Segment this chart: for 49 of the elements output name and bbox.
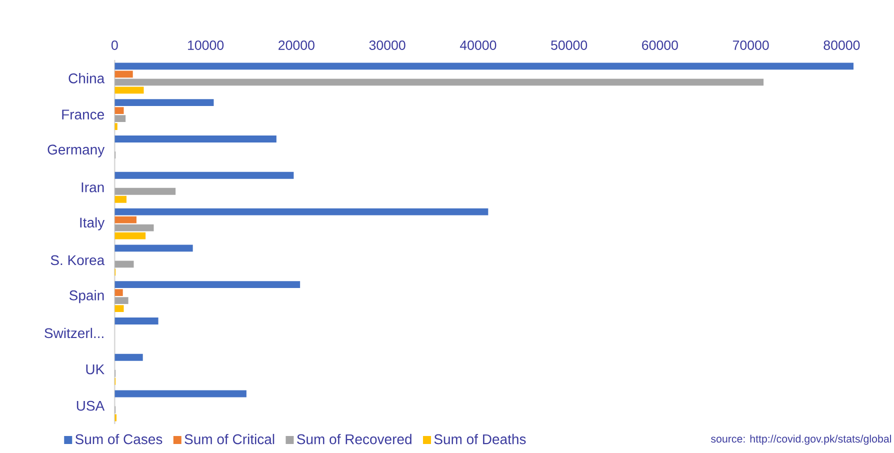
x-tick-label: 20000 [278,40,314,50]
bar [114,318,158,324]
legend-label: Sum of Cases [75,434,162,444]
bar [114,244,193,252]
bar [114,208,488,216]
y-tick-label: Italy [80,217,105,230]
bar [114,305,124,312]
y-tick-label: S. Korea [50,255,105,266]
y-tick-label: Switzerl... [44,328,104,338]
y-tick-label: UK [86,364,104,374]
bar [114,107,124,114]
bar [114,188,176,195]
bar [114,216,136,224]
y-tick-label: Iran [82,182,104,192]
x-tick-label: 40000 [460,40,496,50]
bar [114,62,854,70]
y-tick-label: Spain [69,290,104,304]
x-tick-label: 80000 [824,40,860,50]
bar [114,115,126,122]
y-tick-label: USA [76,400,105,411]
bar [114,354,143,361]
bar [114,297,128,304]
bar [114,86,144,94]
x-tick-label: 70000 [732,40,769,50]
bar [114,281,300,288]
x-tick-label: 30000 [369,40,406,50]
bar [114,289,123,296]
bar [114,123,118,130]
x-tick-label: 60000 [642,40,678,50]
source-note: source: http://covid.gov.pk/stats/global [710,434,892,445]
bar [114,172,294,179]
x-tick-label: 0 [111,40,118,50]
y-tick-label: China [68,73,105,84]
y-tick-label: Germany [48,144,105,158]
bar [114,390,246,398]
y-tick-label: France [62,110,104,120]
legend-label: Sum of Recovered [297,434,412,444]
bar [114,224,154,232]
bar [114,136,276,142]
bar [114,260,134,268]
x-tick-label: 50000 [551,40,588,50]
bar [114,232,146,240]
bar [114,196,126,203]
legend-label: Sum of Deaths [434,434,526,444]
bar [114,78,764,86]
bar [114,70,133,78]
bar [114,99,214,106]
legend-label: Sum of Critical [184,434,274,444]
x-tick-label: 10000 [188,40,224,50]
